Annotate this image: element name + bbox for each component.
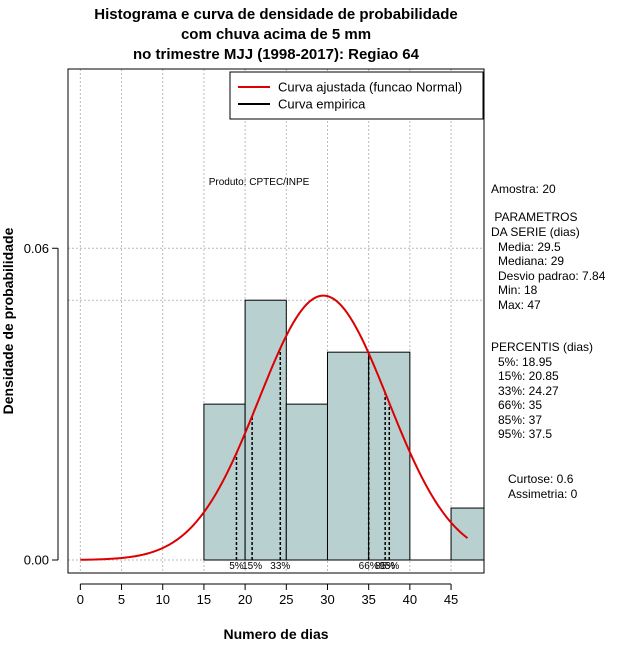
histogram-bar bbox=[244, 299, 287, 561]
x-tick-label: 10 bbox=[155, 592, 169, 607]
curve-layer bbox=[80, 294, 469, 561]
stat-percentis-title: PERCENTIS (dias) bbox=[491, 340, 594, 354]
stat-mediana: Mediana: 29 bbox=[498, 254, 565, 268]
histogram-bar bbox=[450, 507, 485, 561]
x-tick-label: 35 bbox=[361, 592, 375, 607]
y-axis-label: Densidade de probabilidade bbox=[0, 227, 16, 414]
stat-p15: 15%: 20.85 bbox=[498, 369, 559, 383]
product-annotation: Produto: CPTEC/INPE bbox=[209, 177, 310, 188]
histogram-bar bbox=[203, 403, 246, 561]
plot-frame bbox=[67, 68, 485, 574]
x-axis-label: Numero de dias bbox=[223, 626, 328, 642]
stat-desvio: Desvio padrao: 7.84 bbox=[498, 269, 606, 283]
bars-layer bbox=[203, 299, 485, 561]
percentile-label: 33% bbox=[270, 561, 290, 572]
stat-p5: 5%: 18.95 bbox=[498, 355, 553, 369]
stat-max: Max: 47 bbox=[498, 298, 541, 312]
stat-p85: 85%: 37 bbox=[498, 413, 543, 427]
percentile-label: 5% bbox=[229, 561, 244, 572]
stat-p33: 33%: 24.27 bbox=[498, 384, 559, 398]
histogram-bar bbox=[326, 351, 370, 561]
percentile-label: 15% bbox=[242, 561, 262, 572]
stat-parametros-title: PARAMETROS bbox=[491, 210, 578, 224]
percentile-label: 95% bbox=[379, 561, 399, 572]
chart-title-line-3: no trimestre MJJ (1998-2017): Regiao 64 bbox=[133, 46, 419, 63]
stat-assimetria: Assimetria: 0 bbox=[508, 487, 578, 501]
histogram-bar bbox=[285, 403, 328, 561]
x-tick-label: 20 bbox=[238, 592, 252, 607]
chart-title-line-2: com chuva acima de 5 mm bbox=[180, 26, 372, 43]
legend-fit-label: Curva ajustada (funcao Normal) bbox=[278, 80, 462, 95]
x-tick-label: 40 bbox=[403, 592, 417, 607]
percentile-label: 66% bbox=[359, 561, 379, 572]
x-tick-label: 30 bbox=[320, 592, 334, 607]
stat-parametros-subtitle: DA SERIE (dias) bbox=[491, 225, 580, 239]
stat-p66: 66%: 35 bbox=[498, 398, 543, 412]
x-tick-label: 5 bbox=[118, 592, 125, 607]
axis-layer: 0 5 10 15 20 25 30 35 40 45 0.00 0.06 bbox=[24, 241, 459, 607]
legend-box bbox=[229, 71, 484, 120]
legend: Curva ajustada (funcao Normal) Curva emp… bbox=[229, 71, 484, 120]
y-tick-label: 0.00 bbox=[24, 553, 49, 568]
y-tick-label: 0.06 bbox=[24, 241, 49, 256]
x-tick-label: 15 bbox=[197, 592, 211, 607]
stat-curtose: Curtose: 0.6 bbox=[508, 472, 574, 486]
normal-fit-curve bbox=[80, 294, 469, 561]
stat-amostra: Amostra: 20 bbox=[491, 182, 556, 196]
stat-min: Min: 18 bbox=[498, 283, 538, 297]
stat-p95: 95%: 37.5 bbox=[498, 427, 553, 441]
chart-title-line-1: Histograma e curva de densidade de proba… bbox=[94, 6, 458, 23]
x-tick-label: 45 bbox=[444, 592, 458, 607]
x-tick-label: 0 bbox=[77, 592, 84, 607]
x-tick-label: 25 bbox=[279, 592, 293, 607]
percentile-layer: 5%15% 33% 66%85%95% bbox=[229, 348, 399, 572]
legend-empirical-label: Curva empirica bbox=[278, 97, 366, 112]
percentile-label: 85% bbox=[375, 561, 395, 572]
histogram-bar bbox=[368, 351, 411, 561]
stat-media: Media: 29.5 bbox=[498, 240, 561, 254]
